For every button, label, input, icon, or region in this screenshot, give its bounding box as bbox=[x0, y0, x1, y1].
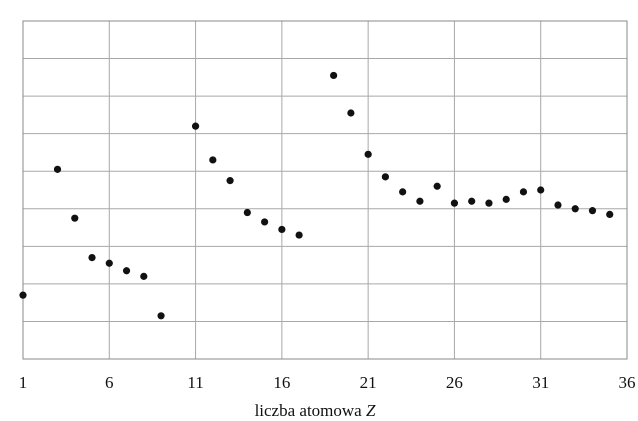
data-point bbox=[450, 199, 459, 207]
data-point bbox=[122, 267, 131, 275]
data-point bbox=[330, 71, 338, 80]
data-point bbox=[606, 210, 614, 219]
data-point bbox=[399, 188, 407, 196]
data-point bbox=[278, 225, 286, 234]
data-point bbox=[485, 199, 493, 207]
data-point bbox=[364, 150, 372, 158]
x-tick-labels: 1 6 11 16 21 26 31 36 bbox=[19, 373, 636, 392]
gridlines bbox=[22, 21, 628, 359]
x-axis-label-variable: Z bbox=[366, 401, 376, 420]
data-points bbox=[19, 71, 614, 320]
x-tick-label: 26 bbox=[446, 373, 463, 392]
data-point bbox=[71, 214, 79, 222]
x-tick-label: 36 bbox=[619, 373, 636, 392]
data-point bbox=[191, 122, 200, 130]
data-point bbox=[226, 177, 234, 185]
data-point bbox=[554, 201, 562, 209]
data-point bbox=[519, 188, 528, 196]
data-point bbox=[347, 109, 355, 117]
x-tick-label: 31 bbox=[532, 373, 549, 392]
data-point bbox=[261, 218, 269, 226]
data-point bbox=[468, 197, 476, 205]
x-tick-label: 21 bbox=[360, 373, 377, 392]
data-point bbox=[209, 156, 217, 164]
x-axis-label-text: liczba atomowa bbox=[255, 401, 366, 420]
data-point bbox=[416, 197, 424, 205]
x-tick-label: 16 bbox=[273, 373, 290, 392]
data-point bbox=[433, 182, 441, 190]
data-point bbox=[88, 254, 96, 262]
data-point bbox=[105, 259, 113, 267]
data-point bbox=[537, 186, 545, 194]
data-point bbox=[157, 312, 165, 320]
data-point bbox=[19, 291, 27, 299]
data-point bbox=[381, 173, 389, 181]
data-point bbox=[140, 272, 148, 280]
x-tick-label: 11 bbox=[187, 373, 203, 392]
data-point bbox=[295, 231, 303, 239]
data-point bbox=[588, 207, 597, 215]
data-point bbox=[53, 165, 62, 173]
data-point bbox=[502, 195, 510, 203]
x-tick-label: 1 bbox=[19, 373, 28, 392]
data-point bbox=[571, 205, 579, 213]
x-tick-label: 6 bbox=[105, 373, 114, 392]
data-point bbox=[243, 208, 251, 217]
plot-frame bbox=[22, 20, 628, 360]
x-axis-label: liczba atomowa Z bbox=[255, 401, 376, 420]
